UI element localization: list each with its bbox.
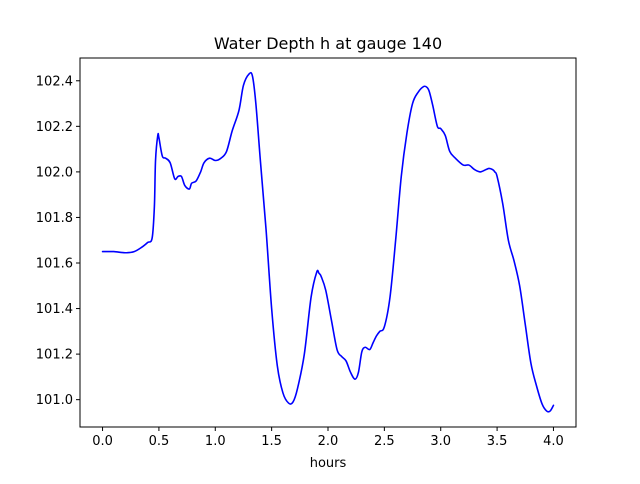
y-tick-label: 101.0 — [36, 393, 73, 408]
y-tick-label: 101.4 — [36, 302, 73, 317]
plot-frame — [79, 57, 577, 428]
x-tick-label: 2.0 — [318, 434, 339, 449]
plot-area-background — [80, 58, 576, 427]
x-tick-label: 2.5 — [374, 434, 395, 449]
y-tick-label: 102.2 — [36, 120, 73, 135]
x-tick-label: 1.5 — [261, 434, 282, 449]
x-tick-label: 0.5 — [149, 434, 170, 449]
series-group — [101, 71, 555, 413]
x-tick-label: 1.0 — [205, 434, 226, 449]
x-tick-label: 3.0 — [430, 434, 451, 449]
water-depth-series-line — [101, 71, 555, 413]
x-tick-label: 3.5 — [487, 434, 508, 449]
y-tick-label: 101.2 — [36, 348, 73, 363]
x-axis-ticks: 0.0 0.5 1.0 1.5 2.0 2.5 3.0 3.5 4.0 — [92, 427, 564, 449]
chart-title: Water Depth h at gauge 140 — [214, 34, 442, 53]
x-axis-label: hours — [310, 456, 347, 471]
x-tick-label: 0.0 — [92, 434, 113, 449]
y-axis-ticks: 101.0 101.2 101.4 101.6 101.8 102.0 102.2 102.4 — [36, 74, 80, 408]
x-tick-label: 4.0 — [543, 434, 564, 449]
y-tick-label: 102.0 — [36, 165, 73, 180]
y-tick-label: 101.8 — [36, 211, 73, 226]
y-tick-label: 101.6 — [36, 257, 73, 272]
y-tick-label: 102.4 — [36, 74, 73, 89]
